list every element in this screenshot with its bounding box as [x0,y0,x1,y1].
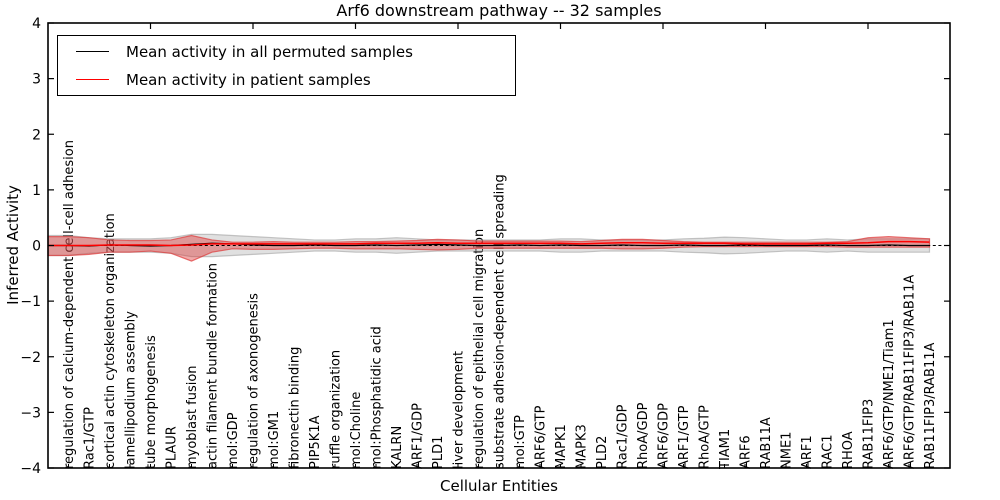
x-tick-label: RHOA [841,431,856,469]
x-tick-label: mol:GDP [226,412,241,469]
y-tick-label: 3 [32,72,41,88]
x-tick-label: mol:Choline [349,392,364,469]
y-tick-label: −2 [20,350,41,366]
x-tick-label: TIAM1 [718,429,733,470]
x-tick-label: MAPK3 [575,424,590,469]
patient-mean-line [48,240,930,247]
x-tick-label: tube morphogenesis [144,335,159,469]
permuted-line-swatch [76,51,109,52]
y-tick-label: 4 [32,16,41,32]
x-tick-label: actin filament bundle formation [206,263,221,469]
x-tick-label: ARF1 [800,435,815,469]
x-tick-label: mol:GTP [513,415,528,469]
chart-title: Arf6 downstream pathway -- 32 samples [336,1,662,20]
x-tick-label: ARF6/GTP [534,405,549,469]
x-tick-label: ruffle organization [329,350,344,469]
x-tick-label: Rac1/GDP [616,404,631,469]
x-tick-label: mol:GM1 [267,411,282,469]
x-tick-label: RAB11A [759,417,774,469]
patient-line-swatch [76,79,109,80]
x-tick-label: MAPK1 [554,424,569,469]
y-tick-label: −1 [20,294,41,310]
legend-label-patient: Mean activity in patient samples [126,70,371,89]
x-tick-label: ARF1/GDP [411,403,426,469]
x-tick-label: liver development [452,351,467,469]
x-tick-label: fibronectin binding [288,347,303,469]
x-tick-label: RhoA/GDP [636,402,651,469]
y-axis-label: Inferred Activity [4,185,22,305]
y-tick-label: 2 [32,127,41,143]
x-tick-label: lamellipodium assembly [124,311,139,469]
y-tick-label: −4 [20,461,41,477]
x-tick-label: mol:Phosphatidic acid [370,326,385,469]
y-tick-label: 1 [32,183,41,199]
x-tick-label: substrate adhesion-dependent cell spread… [493,174,508,469]
x-tick-label: myoblast fusion [185,365,200,469]
x-axis-label: Cellular Entities [440,477,558,495]
y-tick-label: −3 [20,405,41,421]
x-tick-label: RhoA/GTP [698,405,713,469]
x-tick-label: PLD2 [595,436,610,469]
x-tick-label: ARF6/GTP/NME1/Tiam1 [882,319,897,469]
legend-label-permuted: Mean activity in all permuted samples [126,42,413,61]
x-tick-label: RAC1 [821,434,836,469]
x-tick-label: ARF1/GTP [677,405,692,469]
x-tick-label: ARF6/GTP/RAB11FIP3/RAB11A [903,275,918,469]
x-tick-label: regulation of axonogenesis [247,293,262,469]
patient-spread-band [47,234,931,262]
legend-box: Mean activity in all permuted samples Me… [57,35,516,96]
x-tick-label: cortical actin cytoskeleton organization [103,213,118,469]
x-tick-label: RAB11FIP3/RAB11A [923,342,938,469]
x-tick-label: RAB11FIP3 [862,399,877,469]
x-tick-label: regulation of epithelial cell migration [472,229,487,469]
x-tick-label: ARF6 [739,435,754,469]
x-tick-label: ARF6/GDP [657,403,672,469]
legend-item-permuted: Mean activity in all permuted samples [58,41,515,63]
x-tick-label: Rac1/GTP [83,407,98,469]
x-tick-label: KALRN [390,426,405,469]
x-tick-label: regulation of calcium-dependent cell-cel… [62,140,77,469]
x-tick-label: NME1 [780,432,795,469]
legend-item-patient: Mean activity in patient samples [58,69,515,91]
y-tick-label: 0 [32,239,41,255]
x-tick-label: PIP5K1A [308,415,323,469]
x-tick-label: PLAUR [165,426,180,469]
x-tick-label: PLD1 [431,436,446,469]
